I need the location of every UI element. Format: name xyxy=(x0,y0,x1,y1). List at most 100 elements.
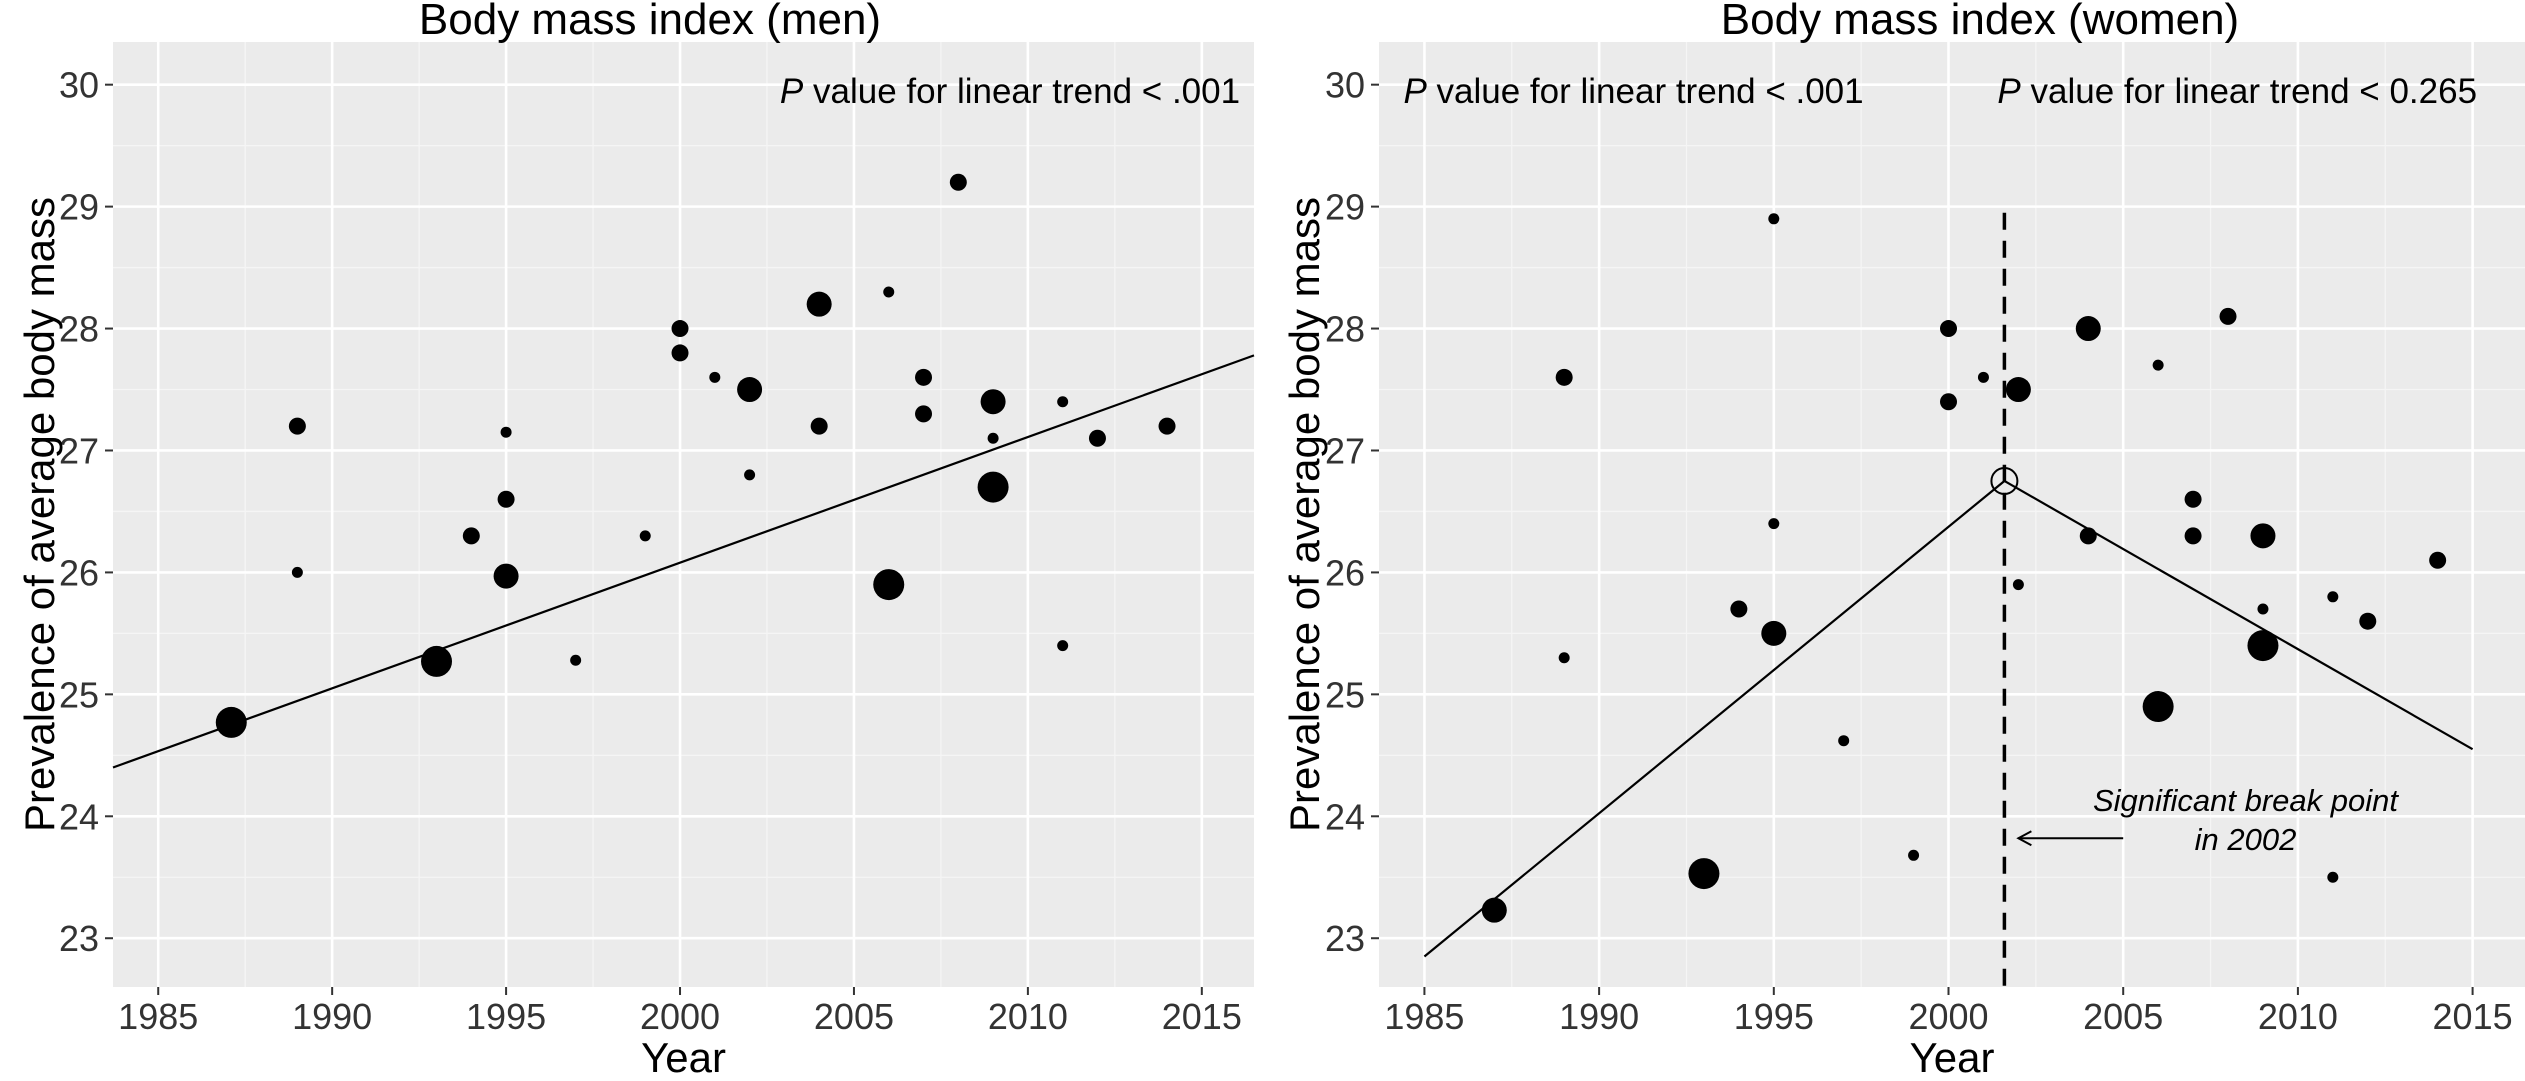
data-point xyxy=(2327,871,2339,883)
data-point xyxy=(497,490,515,508)
data-point xyxy=(2257,603,2269,615)
panel-women: 1985 1990 1995 2000 2005 2010 2015 23 24 25 26 27 28… xyxy=(1281,0,2525,1081)
arrow-head-icon xyxy=(2016,830,2032,847)
data-point xyxy=(1768,213,1780,225)
data-point xyxy=(1761,620,1787,646)
data-point xyxy=(1057,640,1069,652)
x-tick-label: 1985 xyxy=(118,996,198,1037)
data-point xyxy=(2359,612,2377,630)
data-point xyxy=(915,405,933,423)
data-point xyxy=(2075,316,2101,342)
data-point xyxy=(1057,396,1069,408)
data-point xyxy=(987,432,999,444)
data-point xyxy=(980,389,1006,415)
data-point xyxy=(737,377,763,403)
x-axis-title: Year xyxy=(1910,1034,1995,1081)
data-point xyxy=(1558,652,1570,664)
y-tick-label: 23 xyxy=(1325,918,1365,959)
data-point xyxy=(1688,858,1720,890)
annotation-text: P value for linear trend < 0.265 xyxy=(1997,72,2477,111)
data-point xyxy=(915,368,933,386)
x-tick-label: 2010 xyxy=(988,996,1068,1037)
data-point xyxy=(1977,371,1989,383)
annotation-text: P value for linear trend < .001 xyxy=(1403,72,1863,111)
chart-title: Body mass index (women) xyxy=(1721,0,2239,44)
trend-line xyxy=(1423,480,2006,958)
data-point xyxy=(2184,527,2202,545)
data-point xyxy=(810,417,828,435)
x-tick-label: 2005 xyxy=(2083,996,2163,1037)
data-point xyxy=(2079,527,2097,545)
data-point xyxy=(883,286,895,298)
data-point xyxy=(2247,630,2279,662)
data-point xyxy=(2012,579,2024,591)
y-tick-label: 30 xyxy=(59,65,99,106)
x-tick-label: 1995 xyxy=(1734,996,1814,1037)
y-tick-label: 24 xyxy=(1325,796,1365,837)
y-tick-label: 29 xyxy=(59,187,99,228)
data-point xyxy=(215,706,247,738)
data-point xyxy=(2005,377,2031,403)
data-point xyxy=(639,530,651,542)
x-tick-label: 2015 xyxy=(2433,996,2513,1037)
data-point xyxy=(709,371,721,383)
break-point-circle xyxy=(1990,466,2019,495)
data-point xyxy=(744,469,756,481)
annotation-text: in 2002 xyxy=(2195,822,2297,857)
data-point xyxy=(1555,368,1573,386)
x-tick-label: 1990 xyxy=(1559,996,1639,1037)
data-point xyxy=(2219,307,2237,325)
y-tick-label: 27 xyxy=(59,430,99,471)
y-axis-title: Prevalence of average body mass xyxy=(1281,197,1328,832)
data-point xyxy=(462,527,480,545)
data-point xyxy=(806,291,832,317)
x-axis-title: Year xyxy=(641,1034,726,1081)
y-tick-label: 28 xyxy=(59,309,99,350)
x-tick-label: 2000 xyxy=(1908,996,1988,1037)
data-point xyxy=(1481,897,1507,923)
trend-line xyxy=(2003,480,2474,751)
x-tick-label: 2000 xyxy=(640,996,720,1037)
x-tick-label: 1990 xyxy=(292,996,372,1037)
data-point xyxy=(671,320,689,338)
data-point xyxy=(1158,417,1176,435)
data-point xyxy=(493,563,519,589)
annotation-text: P value for linear trend < .001 xyxy=(780,72,1240,111)
x-tick-label: 2005 xyxy=(814,996,894,1037)
data-point xyxy=(2429,551,2447,569)
y-tick-label: 30 xyxy=(1325,65,1365,106)
data-point xyxy=(291,566,303,578)
data-point xyxy=(949,173,967,191)
chart-title: Body mass index (men) xyxy=(419,0,881,44)
data-point xyxy=(1768,518,1780,530)
plot-background xyxy=(1379,42,2525,987)
trend-line xyxy=(112,354,1255,769)
y-tick-label: 28 xyxy=(1325,309,1365,350)
data-point xyxy=(421,645,453,677)
data-point xyxy=(977,471,1009,503)
y-tick-label: 25 xyxy=(1325,674,1365,715)
data-point xyxy=(1940,320,1958,338)
data-point xyxy=(288,417,306,435)
data-point xyxy=(570,654,582,666)
data-point xyxy=(2184,490,2202,508)
x-tick-label: 2015 xyxy=(1162,996,1242,1037)
x-tick-label: 1995 xyxy=(466,996,546,1037)
x-tick-label: 1985 xyxy=(1384,996,1464,1037)
annotation-text: Significant break point xyxy=(2093,783,2399,818)
y-tick-label: 23 xyxy=(59,918,99,959)
data-point xyxy=(1088,429,1106,447)
plot-background xyxy=(113,42,1254,987)
y-tick-label: 25 xyxy=(59,674,99,715)
y-tick-label: 26 xyxy=(1325,552,1365,593)
data-point xyxy=(2142,691,2174,723)
data-point xyxy=(873,569,905,601)
data-point xyxy=(2250,523,2276,549)
data-point xyxy=(1730,600,1748,618)
y-tick-label: 24 xyxy=(59,796,99,837)
data-point xyxy=(1908,849,1920,861)
data-point xyxy=(1838,735,1850,747)
data-point xyxy=(1940,393,1958,411)
data-point xyxy=(671,344,689,362)
